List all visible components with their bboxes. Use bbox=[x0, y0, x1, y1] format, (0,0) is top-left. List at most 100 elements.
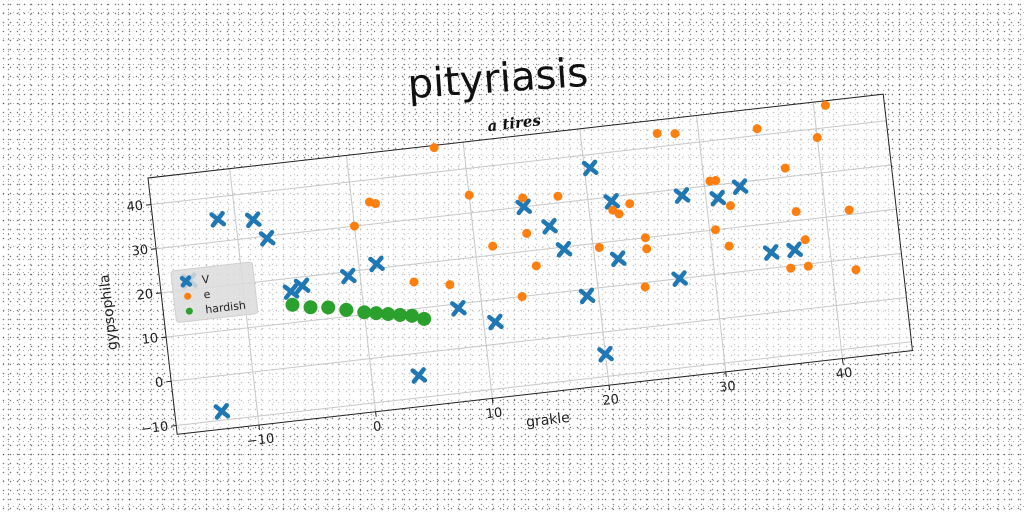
data-point bbox=[349, 221, 359, 231]
y-tick-label: 20 bbox=[136, 287, 154, 304]
x-tick-mark bbox=[608, 385, 611, 391]
data-point bbox=[603, 192, 621, 210]
marker-stroke bbox=[283, 283, 299, 300]
y-tick-label: 10 bbox=[141, 331, 159, 348]
data-point bbox=[711, 175, 721, 185]
data-point bbox=[762, 244, 780, 261]
x-tick-mark bbox=[375, 411, 377, 417]
data-point bbox=[553, 191, 563, 201]
marker-stroke bbox=[451, 299, 466, 317]
legend-label: V bbox=[201, 273, 210, 287]
data-point bbox=[293, 277, 311, 295]
legend-label: e bbox=[203, 288, 211, 302]
data-point bbox=[531, 261, 541, 271]
marker-stroke bbox=[611, 250, 626, 268]
data-point bbox=[709, 189, 727, 207]
y-tick-label: 40 bbox=[126, 198, 144, 215]
legend-marker bbox=[184, 292, 192, 300]
data-point bbox=[710, 225, 720, 235]
plot-frame bbox=[147, 93, 914, 435]
chart-subtitle: a tires bbox=[487, 111, 543, 135]
data-point bbox=[339, 302, 354, 317]
data-point bbox=[285, 297, 300, 312]
y-tick-mark bbox=[171, 425, 177, 427]
data-point bbox=[597, 345, 614, 363]
data-point bbox=[642, 244, 652, 254]
series-e bbox=[349, 100, 861, 302]
y-tick-mark bbox=[151, 248, 157, 250]
y-grid-line bbox=[161, 208, 897, 294]
data-point bbox=[518, 193, 528, 203]
marker-stroke bbox=[488, 313, 503, 331]
marker-stroke bbox=[369, 255, 384, 273]
data-point bbox=[209, 210, 227, 228]
data-point bbox=[820, 100, 830, 110]
x-tick-label: −10 bbox=[246, 431, 275, 449]
marker-stroke bbox=[764, 244, 779, 261]
data-point bbox=[522, 228, 532, 238]
legend-marker bbox=[179, 275, 193, 288]
data-point bbox=[409, 277, 419, 287]
marker-stroke bbox=[542, 217, 557, 235]
legend-marker bbox=[185, 307, 193, 315]
data-point bbox=[515, 198, 533, 216]
data-point bbox=[673, 187, 691, 204]
data-point bbox=[752, 124, 762, 134]
marker-stroke bbox=[411, 367, 426, 384]
y-tick-label: 30 bbox=[131, 243, 149, 260]
series-hardish bbox=[285, 297, 432, 326]
y-tick-mark bbox=[166, 380, 172, 383]
plot-background bbox=[147, 94, 913, 435]
y-grid-line bbox=[166, 252, 902, 338]
data-point bbox=[417, 311, 432, 326]
marker-stroke bbox=[180, 275, 192, 288]
marker-stroke bbox=[710, 189, 725, 207]
data-point bbox=[670, 129, 680, 139]
x-tick-label: 10 bbox=[485, 405, 503, 422]
data-point bbox=[640, 233, 650, 243]
y-tick-label: 0 bbox=[154, 375, 164, 391]
marker-stroke bbox=[604, 192, 619, 210]
data-point bbox=[780, 163, 790, 173]
data-point bbox=[786, 241, 803, 259]
data-point bbox=[541, 217, 558, 235]
data-point bbox=[731, 178, 749, 195]
data-point bbox=[652, 128, 662, 138]
data-point bbox=[640, 282, 650, 292]
y-grid-line bbox=[150, 120, 887, 206]
data-point bbox=[812, 133, 822, 143]
y-grid-line bbox=[171, 297, 907, 382]
data-point bbox=[410, 367, 428, 384]
y-tick-label: −10 bbox=[140, 419, 169, 437]
marker-stroke bbox=[732, 178, 748, 195]
series-group bbox=[180, 100, 861, 420]
x-tick-mark bbox=[491, 398, 494, 404]
data-point bbox=[594, 242, 604, 252]
marker-stroke bbox=[583, 159, 598, 177]
x-grid-line bbox=[812, 102, 843, 359]
data-point bbox=[368, 255, 385, 273]
data-point bbox=[371, 199, 381, 209]
x-tick-label: 30 bbox=[718, 379, 736, 396]
data-point bbox=[517, 292, 527, 302]
data-point bbox=[258, 229, 276, 247]
data-point bbox=[339, 267, 357, 285]
data-point bbox=[791, 207, 801, 217]
data-point bbox=[244, 211, 262, 229]
marker-stroke bbox=[214, 403, 229, 420]
data-point bbox=[445, 280, 455, 290]
x-tick-label: 20 bbox=[602, 392, 620, 409]
x-tick-label: 0 bbox=[372, 419, 382, 435]
x-tick-label: 40 bbox=[835, 366, 853, 383]
marker-stroke bbox=[556, 240, 572, 258]
data-point bbox=[282, 283, 300, 300]
y-tick-mark bbox=[161, 336, 167, 339]
data-point bbox=[578, 287, 596, 305]
marker-stroke bbox=[787, 241, 802, 259]
data-point bbox=[429, 143, 439, 153]
data-point bbox=[404, 308, 419, 323]
marker-stroke bbox=[341, 267, 356, 285]
data-point bbox=[609, 250, 627, 268]
